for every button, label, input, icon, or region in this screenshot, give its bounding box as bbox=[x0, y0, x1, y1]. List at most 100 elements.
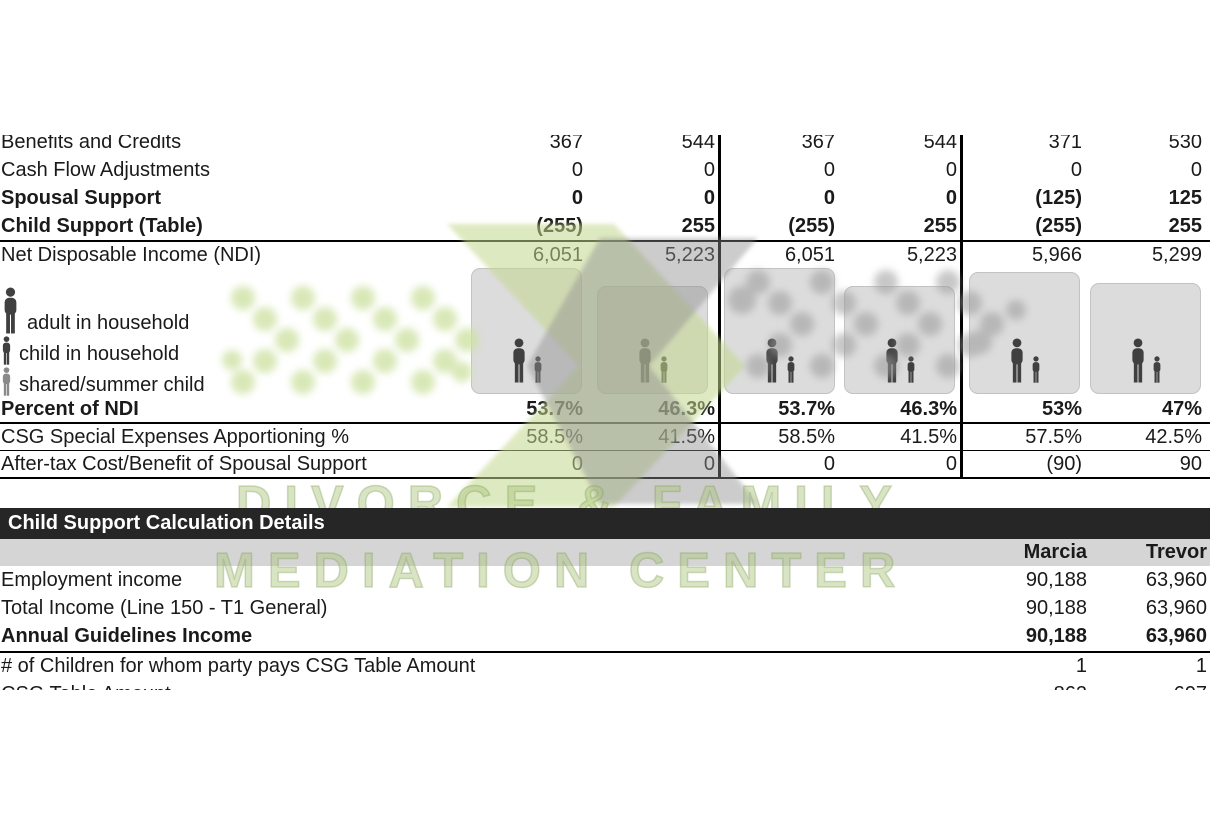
row-child-support-table: Child Support (Table) (255) 255 (255) 25… bbox=[0, 212, 1210, 242]
cell-value: 5,223 bbox=[586, 242, 721, 268]
cell-value: 367 bbox=[801, 135, 835, 153]
column-header-marcia: Marcia bbox=[1023, 541, 1087, 563]
legend-adult: adult in household bbox=[0, 287, 466, 334]
cell-value: 255 bbox=[1168, 215, 1202, 237]
cell-value: 41.5% bbox=[586, 424, 721, 450]
cell-value: 63,960 bbox=[1145, 569, 1207, 591]
household-box bbox=[596, 286, 708, 394]
cell-value: 0 bbox=[823, 159, 835, 181]
cell-value: 0 bbox=[838, 184, 963, 212]
column-header-trevor: Trevor bbox=[1145, 541, 1207, 563]
row-label: Total Income (Line 150 - T1 General) bbox=[1, 597, 328, 619]
legend-label: adult in household bbox=[27, 312, 190, 334]
cell-value: 46.3% bbox=[838, 396, 963, 422]
row-label: Cash Flow Adjustments bbox=[1, 159, 210, 181]
cell-value: 0 bbox=[823, 453, 835, 475]
adult-person-icon bbox=[1131, 338, 1144, 383]
cell-value: 63,960 bbox=[1145, 625, 1207, 647]
cell-value: 607 bbox=[1090, 680, 1210, 690]
cell-value: 0 bbox=[586, 451, 721, 477]
details-table: Employment income 90,188 63,960 Total In… bbox=[0, 566, 1210, 690]
row-total-income: Total Income (Line 150 - T1 General) 90,… bbox=[0, 594, 1210, 622]
cell-value: 6,051 bbox=[532, 244, 583, 266]
household-cell bbox=[586, 268, 721, 396]
cell-value: (255) bbox=[1035, 215, 1082, 237]
cell-value: 0 bbox=[571, 187, 583, 209]
party-columns-band: Marcia Trevor bbox=[0, 539, 1210, 566]
adult-person-icon bbox=[1010, 338, 1023, 383]
child-person-icon bbox=[1032, 356, 1039, 383]
cell-value: 42.5% bbox=[1145, 426, 1202, 448]
adult-person-icon bbox=[512, 338, 525, 383]
cell-value: (90) bbox=[1046, 453, 1082, 475]
row-label: Employment income bbox=[1, 569, 183, 591]
child-person-icon bbox=[787, 356, 795, 383]
cell-value: 53% bbox=[1041, 398, 1082, 420]
row-household-icons: adult in household child in household sh… bbox=[0, 268, 1210, 396]
row-label: Benefits and Credits bbox=[1, 135, 182, 153]
child-person-icon bbox=[907, 356, 914, 383]
household-cell bbox=[963, 268, 1085, 396]
cell-value: 0 bbox=[1190, 159, 1202, 181]
cell-value: 125 bbox=[1168, 187, 1202, 209]
cell-value: (125) bbox=[1035, 187, 1082, 209]
cell-value: 367 bbox=[549, 135, 583, 153]
cell-value: 6,051 bbox=[784, 244, 835, 266]
row-label: CSG Table Amount bbox=[0, 680, 968, 690]
household-box bbox=[470, 268, 582, 394]
cell-value: 63,960 bbox=[1145, 597, 1207, 619]
cell-value: 57.5% bbox=[1025, 426, 1082, 448]
row-benefits-and-credits: Benefits and Credits 367 544 367 544 371… bbox=[0, 135, 1210, 156]
cell-value: 255 bbox=[838, 212, 963, 240]
row-cash-flow-adjustments: Cash Flow Adjustments 0 0 0 0 0 0 bbox=[0, 156, 1210, 184]
row-label: CSG Special Expenses Apportioning % bbox=[1, 426, 349, 448]
household-cell bbox=[838, 268, 963, 396]
section-header-bar: Child Support Calculation Details bbox=[0, 508, 1210, 539]
cell-value: 58.5% bbox=[778, 426, 835, 448]
cell-value: 544 bbox=[838, 135, 963, 156]
cell-value: (255) bbox=[536, 215, 583, 237]
child-person-icon bbox=[534, 356, 541, 383]
cell-value: 90 bbox=[1179, 453, 1202, 475]
legend-label: child in household bbox=[19, 343, 180, 365]
row-after-tax-spousal-support: After-tax Cost/Benefit of Spousal Suppor… bbox=[0, 451, 1210, 479]
legend-label: shared/summer child bbox=[19, 374, 205, 396]
cell-value: 5,299 bbox=[1151, 244, 1202, 266]
adult-person-icon bbox=[638, 338, 651, 383]
row-csg-apportioning: CSG Special Expenses Apportioning % 58.5… bbox=[0, 424, 1210, 451]
household-box bbox=[1089, 283, 1201, 394]
row-label: Spousal Support bbox=[1, 187, 161, 209]
cell-value: 90,188 bbox=[1025, 597, 1087, 619]
row-label: Child Support (Table) bbox=[1, 215, 203, 237]
child-person-icon bbox=[660, 356, 667, 383]
adult-person-icon bbox=[766, 338, 778, 383]
row-label: Percent of NDI bbox=[1, 398, 139, 420]
row-label: # of Children for whom party pays CSG Ta… bbox=[1, 655, 476, 677]
cell-value: 41.5% bbox=[838, 424, 963, 450]
household-box bbox=[968, 272, 1080, 394]
cell-value: 371 bbox=[1048, 135, 1082, 153]
cell-value: 90,188 bbox=[1025, 625, 1087, 647]
cell-value: 46.3% bbox=[586, 396, 721, 422]
cell-value: 0 bbox=[586, 156, 721, 184]
cell-value: 0 bbox=[823, 187, 835, 209]
cell-value: 255 bbox=[586, 212, 721, 240]
row-label: Annual Guidelines Income bbox=[1, 625, 253, 647]
child-person-icon bbox=[1153, 356, 1160, 383]
cell-value: 530 bbox=[1168, 135, 1202, 153]
cell-value: 90,188 bbox=[1025, 569, 1087, 591]
adult-person-icon bbox=[4, 287, 17, 334]
row-annual-guidelines-income: Annual Guidelines Income 90,188 63,960 bbox=[0, 622, 1210, 653]
scenario-comparison-table: Benefits and Credits 367 544 367 544 371… bbox=[0, 135, 1210, 480]
adult-person-icon bbox=[885, 338, 898, 383]
cell-value: 53.7% bbox=[526, 398, 583, 420]
row-percent-of-ndi: Percent of NDI 53.7% 46.3% 53.7% 46.3% 5… bbox=[0, 396, 1210, 424]
row-csg-table-amount: CSG Table Amount 862 607 bbox=[0, 680, 1210, 690]
cell-value: 53.7% bbox=[778, 398, 835, 420]
household-cell bbox=[1085, 268, 1205, 396]
cell-value: 0 bbox=[838, 451, 963, 477]
cell-value: 0 bbox=[571, 159, 583, 181]
cell-value: 862 bbox=[968, 680, 1090, 690]
cell-value: 0 bbox=[586, 184, 721, 212]
